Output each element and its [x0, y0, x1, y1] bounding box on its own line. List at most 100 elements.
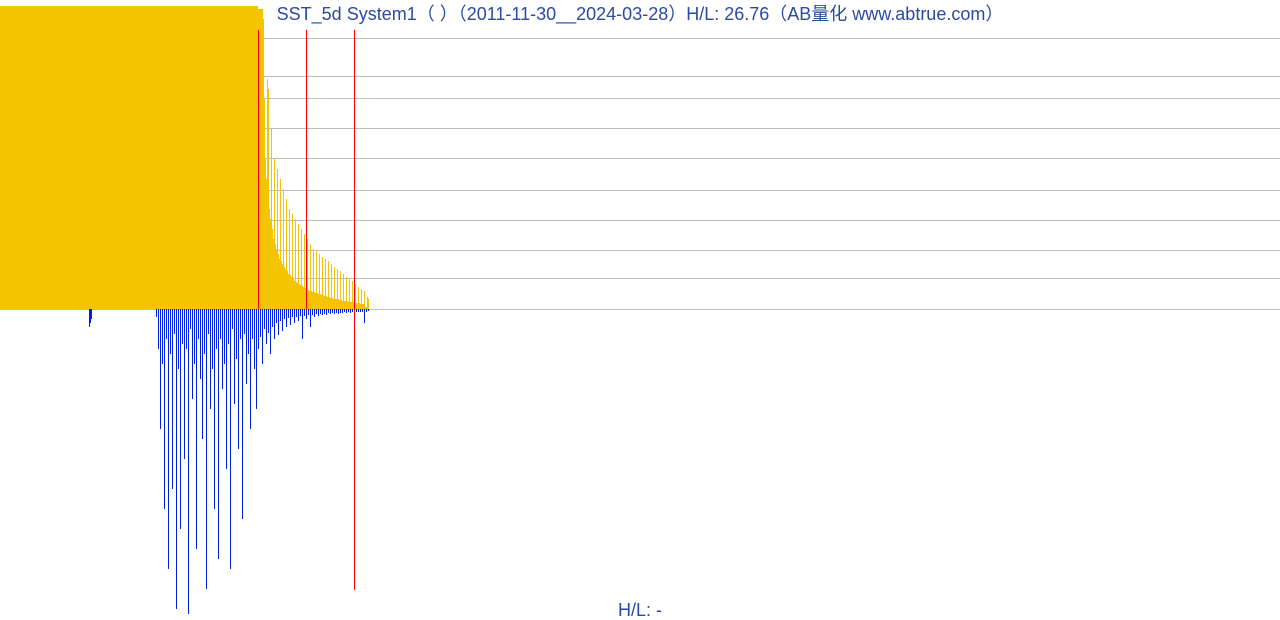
lower-bar — [190, 309, 191, 329]
lower-bar — [366, 309, 367, 312]
lower-bar — [202, 309, 203, 439]
lower-bar — [306, 309, 307, 319]
lower-bar — [362, 309, 363, 312]
lower-bar — [256, 309, 257, 409]
lower-bar — [300, 309, 301, 316]
lower-bar — [164, 309, 165, 509]
lower-bar — [342, 309, 343, 313]
lower-bar — [284, 309, 285, 319]
lower-bar — [264, 309, 265, 329]
lower-bar — [218, 309, 219, 559]
lower-bar — [324, 309, 325, 314]
lower-bar — [214, 309, 215, 509]
lower-bar — [212, 309, 213, 369]
lower-bar — [312, 309, 313, 315]
lower-bar — [156, 309, 157, 317]
lower-bar — [236, 309, 237, 359]
lower-bar — [332, 309, 333, 313]
lower-bar — [334, 309, 335, 314]
lower-bar — [91, 309, 92, 319]
chart-bars — [0, 0, 1280, 620]
lower-bar — [266, 309, 267, 344]
lower-bar — [338, 309, 339, 314]
lower-bar — [328, 309, 329, 313]
lower-bar — [336, 309, 337, 313]
lower-bar — [296, 309, 297, 317]
lower-bar — [298, 309, 299, 321]
lower-bar — [346, 309, 347, 313]
lower-bar — [168, 309, 169, 569]
lower-bar — [368, 309, 369, 311]
upper-bar — [368, 299, 369, 309]
lower-bar — [252, 309, 253, 339]
lower-bar — [358, 309, 359, 312]
lower-bar — [176, 309, 177, 609]
lower-bar — [348, 309, 349, 312]
lower-bar — [196, 309, 197, 549]
lower-bar — [316, 309, 317, 314]
lower-bar — [294, 309, 295, 323]
lower-bar — [318, 309, 319, 316]
lower-bar — [320, 309, 321, 314]
lower-bar — [308, 309, 309, 315]
vertical-marker — [354, 30, 355, 590]
vertical-marker — [258, 30, 259, 310]
lower-bar — [244, 309, 245, 334]
lower-bar — [174, 309, 175, 334]
lower-bar — [314, 309, 315, 317]
lower-bar — [160, 309, 161, 429]
lower-bar — [230, 309, 231, 569]
lower-bar — [232, 309, 233, 329]
lower-bar — [242, 309, 243, 519]
lower-bar — [304, 309, 305, 316]
lower-bar — [322, 309, 323, 315]
lower-bar — [246, 309, 247, 384]
lower-bar — [268, 309, 269, 333]
lower-bar — [262, 309, 263, 364]
lower-bar — [172, 309, 173, 489]
lower-bar — [234, 309, 235, 404]
chart-subtitle: H/L: - — [0, 600, 1280, 620]
lower-bar — [186, 309, 187, 349]
lower-bar — [188, 309, 189, 614]
lower-bar — [326, 309, 327, 315]
lower-bar — [200, 309, 201, 379]
lower-bar — [278, 309, 279, 335]
lower-bar — [226, 309, 227, 469]
lower-bar — [274, 309, 275, 339]
lower-bar — [210, 309, 211, 409]
lower-bar — [292, 309, 293, 317]
lower-bar — [360, 309, 361, 312]
lower-bar — [206, 309, 207, 589]
lower-bar — [350, 309, 351, 313]
lower-bar — [250, 309, 251, 429]
lower-bar — [220, 309, 221, 339]
vertical-marker — [306, 30, 307, 310]
lower-bar — [238, 309, 239, 449]
lower-bar — [344, 309, 345, 312]
lower-bar — [178, 309, 179, 369]
lower-bar — [170, 309, 171, 354]
lower-bar — [364, 309, 365, 323]
lower-bar — [222, 309, 223, 389]
lower-bar — [224, 309, 225, 364]
lower-bar — [272, 309, 273, 327]
lower-bar — [158, 309, 159, 349]
lower-bar — [258, 309, 259, 349]
lower-bar — [286, 309, 287, 327]
lower-bar — [162, 309, 163, 364]
lower-bar — [216, 309, 217, 349]
lower-bar — [192, 309, 193, 399]
lower-bar — [260, 309, 261, 337]
lower-bar — [330, 309, 331, 314]
lower-bar — [290, 309, 291, 325]
lower-bar — [182, 309, 183, 344]
lower-bar — [194, 309, 195, 364]
chart-title: SST_5d System1（ ）（2011-11-30__2024-03-28… — [0, 0, 1280, 26]
lower-bar — [302, 309, 303, 339]
lower-bar — [228, 309, 229, 344]
lower-bar — [204, 309, 205, 354]
lower-bar — [352, 309, 353, 312]
lower-bar — [310, 309, 311, 327]
lower-bar — [356, 309, 357, 312]
